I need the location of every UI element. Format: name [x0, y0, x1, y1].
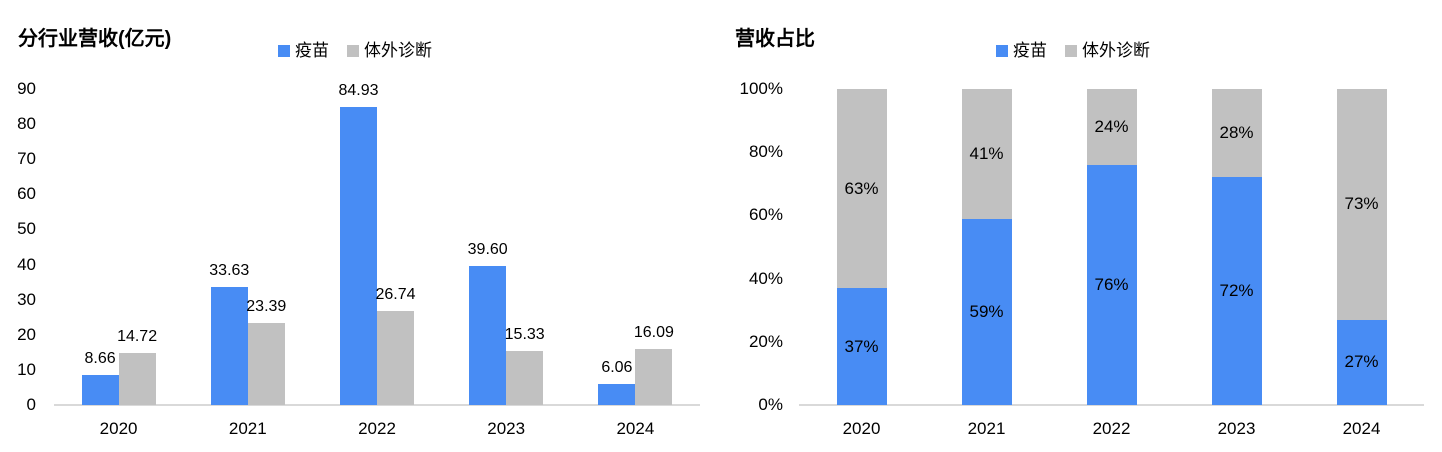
bar-vaccine-2022	[340, 106, 377, 405]
legend-label-vaccine: 疫苗	[295, 41, 329, 60]
bar-vaccine-2022	[1086, 164, 1137, 405]
data-label-ivd-2024: 16.09	[633, 323, 674, 341]
y-tick-label: 20	[17, 324, 36, 344]
bar-vaccine-2023	[1211, 177, 1262, 405]
bar-vaccine-2020	[81, 374, 119, 405]
x-category-label: 2022	[358, 419, 396, 438]
data-label-vaccine-2022: 76%	[1094, 274, 1129, 294]
data-label-ivd-2024: 73%	[1344, 194, 1379, 214]
x-category-label: 2021	[228, 419, 267, 438]
bar-ivd-2022	[1086, 89, 1137, 165]
legend-item-vaccine: 疫苗	[996, 41, 1047, 61]
bar-vaccine-2023	[469, 265, 507, 405]
vaccine-swatch-icon	[278, 45, 290, 57]
y-tick-label: 20%	[748, 331, 783, 351]
data-label-ivd-2021: 23.39	[246, 297, 287, 315]
bar-vaccine-2021	[961, 218, 1012, 405]
y-tick-label: 0%	[758, 395, 783, 414]
data-label-ivd-2020: 14.72	[117, 328, 158, 346]
data-label-vaccine-2020: 8.66	[84, 349, 116, 367]
bar-vaccine-2021	[210, 286, 248, 405]
left-chart-title: 分行业营收(亿元)	[18, 28, 172, 50]
data-label-vaccine-2024: 27%	[1344, 352, 1379, 372]
legend-item-vaccine: 疫苗	[278, 41, 329, 61]
y-tick-label: 40	[17, 254, 36, 274]
bar-ivd-2020	[836, 89, 887, 289]
bar-ivd-2020	[118, 353, 156, 405]
y-tick-label: 60%	[748, 205, 783, 225]
y-tick-label: 100%	[739, 79, 783, 98]
y-tick-label: 60	[17, 184, 36, 204]
data-label-vaccine-2023: 39.60	[467, 240, 508, 258]
bar-ivd-2022	[377, 311, 414, 405]
bar-vaccine-2020	[836, 288, 887, 405]
y-tick-label: 0	[26, 395, 36, 414]
y-tick-label: 80%	[748, 142, 783, 162]
data-label-vaccine-2024: 6.06	[601, 358, 633, 376]
y-tick-label: 70	[17, 149, 36, 169]
legend-label-ivd: 体外诊断	[364, 41, 432, 60]
bar-ivd-2023	[1211, 89, 1262, 178]
bar-ivd-2024	[635, 348, 673, 405]
y-tick-label: 50	[17, 219, 36, 239]
bar-ivd-2024	[1336, 89, 1387, 320]
data-label-vaccine-2020: 37%	[844, 336, 879, 356]
bar-ivd-2021	[247, 322, 285, 405]
x-category-label: 2021	[967, 419, 1006, 438]
data-label-ivd-2021: 41%	[969, 143, 1004, 163]
data-label-vaccine-2022: 84.93	[338, 81, 379, 99]
x-category-label: 2024	[616, 419, 655, 438]
x-axis-line	[54, 404, 700, 406]
x-category-label: 2020	[842, 419, 881, 438]
x-category-label: 2020	[99, 419, 138, 438]
data-label-ivd-2022: 26.74	[375, 286, 416, 304]
legend-item-ivd: 体外诊断	[1065, 41, 1150, 61]
ivd-swatch-icon	[347, 45, 359, 57]
x-category-label: 2022	[1092, 419, 1131, 438]
y-tick-label: 80	[17, 114, 36, 134]
y-tick-label: 30	[17, 289, 36, 309]
bar-vaccine-2024	[598, 383, 636, 405]
vaccine-swatch-icon	[996, 45, 1008, 57]
y-tick-label: 40%	[748, 268, 783, 288]
bar-vaccine-2024	[1336, 319, 1387, 405]
bar-ivd-2023	[506, 351, 544, 405]
bar-ivd-2021	[961, 89, 1012, 219]
data-label-ivd-2023: 28%	[1219, 123, 1254, 143]
data-label-vaccine-2021: 33.63	[209, 261, 250, 279]
right-chart-title: 营收占比	[735, 28, 815, 50]
x-category-label: 2023	[487, 419, 526, 438]
right-chart-legend: 疫苗 体外诊断	[996, 41, 1150, 61]
ivd-swatch-icon	[1065, 45, 1077, 57]
legend-label-vaccine: 疫苗	[1013, 41, 1047, 60]
data-label-vaccine-2023: 72%	[1219, 281, 1254, 301]
data-label-ivd-2023: 15.33	[504, 326, 545, 344]
data-label-ivd-2020: 63%	[844, 178, 879, 198]
left-chart-legend: 疫苗 体外诊断	[278, 41, 432, 61]
data-label-ivd-2022: 24%	[1094, 116, 1129, 136]
x-axis-line	[799, 404, 1424, 406]
legend-item-ivd: 体外诊断	[347, 41, 432, 61]
x-category-label: 2024	[1342, 419, 1381, 438]
x-category-label: 2023	[1217, 419, 1256, 438]
data-label-vaccine-2021: 59%	[969, 301, 1004, 321]
legend-label-ivd: 体外诊断	[1082, 41, 1150, 60]
y-tick-label: 90	[17, 79, 36, 98]
y-tick-label: 10	[17, 359, 36, 379]
